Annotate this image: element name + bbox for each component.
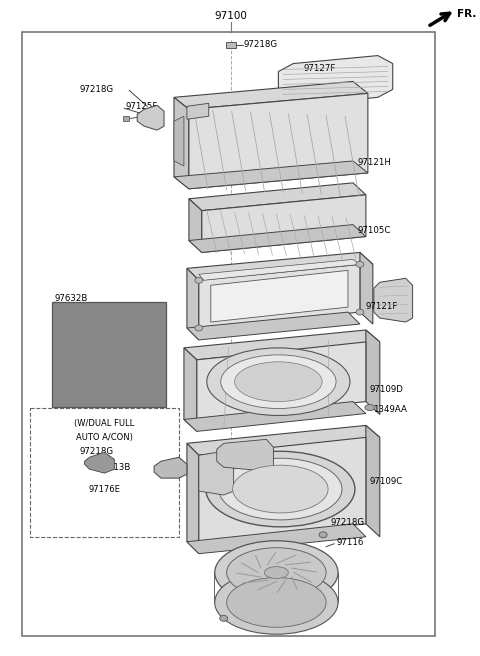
Polygon shape [187,268,199,340]
Ellipse shape [233,465,328,513]
Polygon shape [174,161,368,189]
Text: 97109D: 97109D [370,385,404,394]
Polygon shape [366,426,380,537]
Polygon shape [187,253,373,280]
Text: 97109C: 97109C [370,477,403,485]
Polygon shape [187,443,199,554]
Text: FR.: FR. [457,9,477,19]
Text: 97632B: 97632B [55,294,88,302]
Polygon shape [84,452,114,473]
Polygon shape [189,183,366,211]
Polygon shape [366,330,380,415]
Polygon shape [184,330,380,359]
Polygon shape [174,116,184,166]
Ellipse shape [195,325,203,331]
Polygon shape [187,524,366,554]
Polygon shape [189,199,202,253]
Bar [30,407,179,537]
Text: 97218G: 97218G [231,616,265,625]
Text: 97125F: 97125F [125,102,157,111]
Ellipse shape [365,405,375,411]
Bar [123,116,129,121]
Text: 97121F: 97121F [366,302,398,311]
Text: 97127F: 97127F [303,64,336,73]
Text: 97100: 97100 [214,10,247,21]
Text: 1349AA: 1349AA [373,405,407,414]
Text: 97218G: 97218G [80,447,114,456]
Ellipse shape [219,459,342,520]
Polygon shape [174,81,368,110]
Bar [22,31,435,636]
Polygon shape [199,438,366,542]
Polygon shape [184,348,197,432]
Text: 97218G: 97218G [330,518,364,527]
Ellipse shape [356,309,364,315]
Polygon shape [278,56,393,106]
Polygon shape [360,253,373,324]
Polygon shape [137,106,164,130]
Polygon shape [189,93,368,189]
Polygon shape [199,259,360,280]
Polygon shape [199,264,360,328]
Text: 97218G: 97218G [243,40,278,49]
Text: 97105C: 97105C [358,226,391,235]
Polygon shape [187,312,360,340]
Bar [52,302,166,407]
Text: 97113B: 97113B [97,462,131,472]
Ellipse shape [215,571,338,634]
Polygon shape [189,224,366,253]
Ellipse shape [227,577,326,627]
Ellipse shape [356,261,364,268]
Polygon shape [211,270,348,322]
Polygon shape [197,342,366,419]
Ellipse shape [215,541,338,604]
Polygon shape [184,401,366,432]
Text: 97116: 97116 [336,539,363,547]
Polygon shape [374,278,413,322]
Polygon shape [217,440,274,471]
Polygon shape [174,97,189,189]
Ellipse shape [264,567,288,579]
Text: AUTO A/CON): AUTO A/CON) [76,433,133,442]
Polygon shape [154,457,187,478]
Polygon shape [187,103,209,119]
Ellipse shape [319,532,327,538]
Polygon shape [199,451,234,495]
Ellipse shape [235,362,322,401]
Bar [226,42,236,48]
Ellipse shape [195,277,203,283]
Text: 97121H: 97121H [358,159,392,167]
Ellipse shape [221,355,336,409]
Text: 97176E: 97176E [88,485,120,493]
Ellipse shape [227,548,326,598]
Ellipse shape [206,451,355,527]
Ellipse shape [207,348,350,415]
Text: (W/DUAL FULL: (W/DUAL FULL [74,419,134,428]
Polygon shape [187,426,380,455]
Ellipse shape [220,615,228,621]
Polygon shape [202,195,366,253]
Text: 97218G: 97218G [80,85,114,94]
